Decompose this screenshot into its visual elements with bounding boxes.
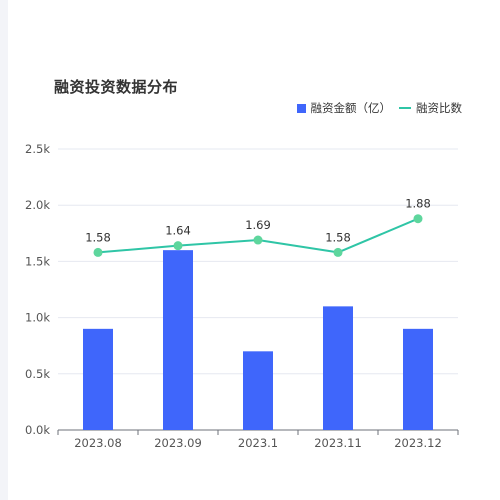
line-data-label: 1.88 xyxy=(405,197,431,211)
legend-line-swatch xyxy=(399,107,411,109)
bar xyxy=(403,328,433,430)
line-data-label: 1.69 xyxy=(245,218,271,232)
chart-legend: 融资金额（亿） 融资比数 xyxy=(296,100,462,116)
bar xyxy=(163,250,193,430)
y-tick-label: 2.0k xyxy=(25,198,50,212)
bar xyxy=(243,351,273,430)
legend-line-label: 融资比数 xyxy=(416,101,462,115)
y-tick-label: 1.5k xyxy=(25,254,50,268)
x-tick-label: 2023.11 xyxy=(314,436,362,450)
y-tick-label: 2.5k xyxy=(25,142,50,156)
line-point xyxy=(253,235,263,245)
line-point xyxy=(333,247,343,257)
x-tick-label: 2023.08 xyxy=(74,436,122,450)
y-tick-label: 0.5k xyxy=(25,367,50,381)
line-point xyxy=(173,241,183,251)
bar xyxy=(83,328,113,430)
y-tick-label: 0.0k xyxy=(25,423,50,437)
bar xyxy=(323,306,353,430)
x-tick-label: 2023.09 xyxy=(154,436,202,450)
y-tick-label: 1.0k xyxy=(25,311,50,325)
legend-item-line[interactable]: 融资比数 xyxy=(399,100,462,116)
line-point xyxy=(93,247,103,257)
line-data-label: 1.64 xyxy=(165,224,191,238)
line-data-label: 1.58 xyxy=(85,230,111,244)
chart-title: 融资投资数据分布 xyxy=(54,78,179,96)
legend-bar-label: 融资金额（亿） xyxy=(310,101,392,115)
line-point xyxy=(413,214,423,224)
legend-item-bar[interactable]: 融资金额（亿） xyxy=(296,100,392,116)
legend-bar-swatch xyxy=(296,103,306,113)
x-tick-label: 2023.12 xyxy=(394,436,442,450)
x-tick-label: 2023.1 xyxy=(238,436,278,450)
line-data-label: 1.58 xyxy=(325,230,351,244)
